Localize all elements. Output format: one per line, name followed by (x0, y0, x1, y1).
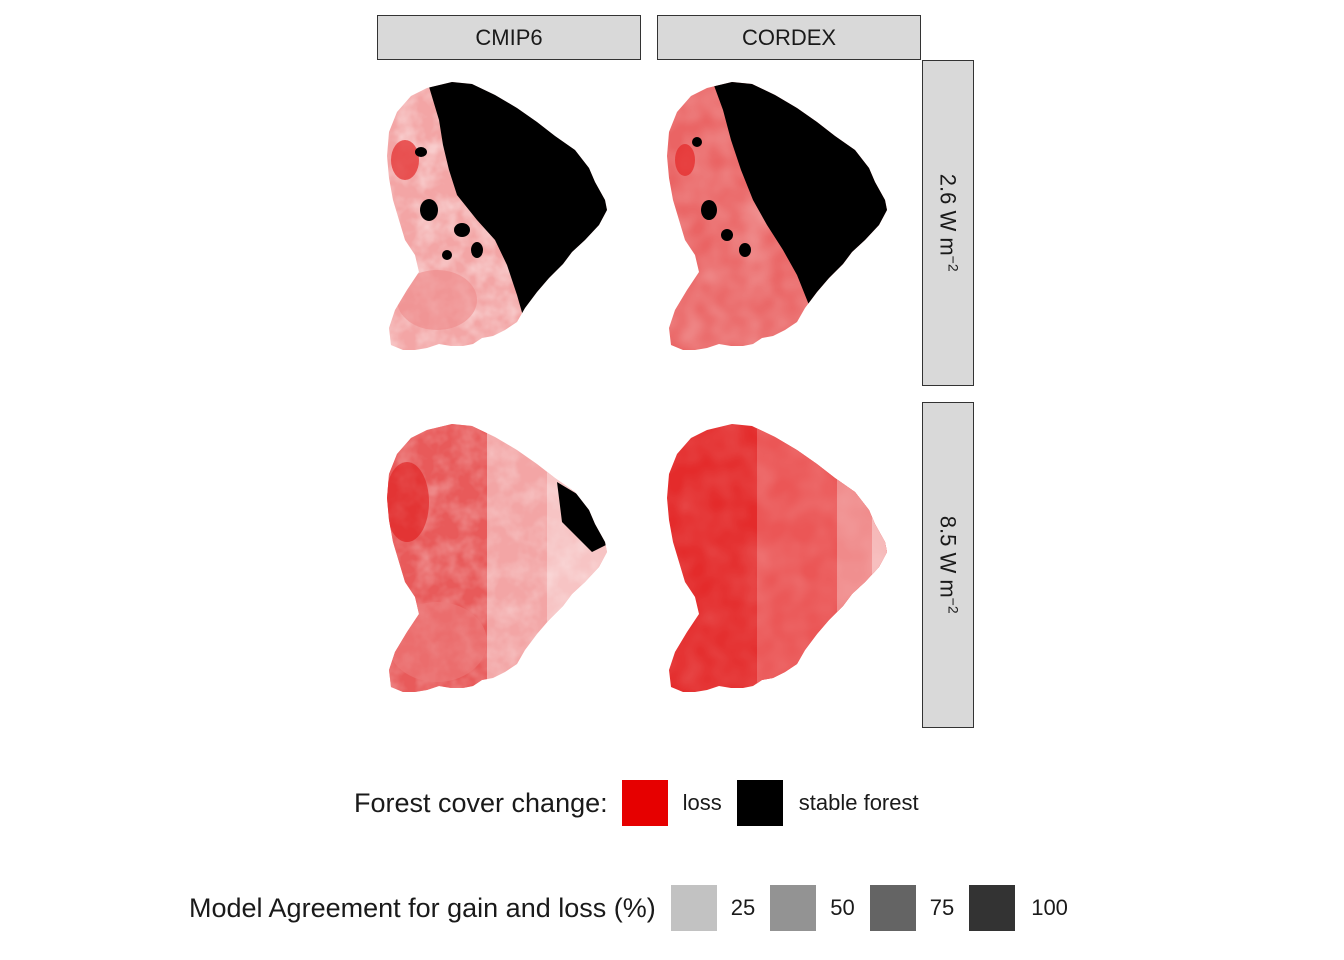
legend-agreement-title: Model Agreement for gain and loss (%) (189, 892, 656, 923)
map-cordex-2-6 (657, 60, 921, 386)
facet-strip-cordex: CORDEX (657, 15, 921, 60)
legend-swatch-100 (969, 885, 1016, 931)
facet-value-2-6: 2.6 (935, 174, 961, 205)
map-cordex-8-5 (657, 402, 921, 728)
legend-label-75: 75 (929, 895, 955, 920)
facet-label-cordex: CORDEX (741, 24, 837, 50)
map-cmip6-2-6 (377, 60, 641, 386)
legend-swatch-75 (869, 885, 916, 931)
legend-swatch-25 (670, 885, 717, 931)
facet-unit-8-5: W m (935, 552, 961, 598)
legend-label-50: 50 (830, 895, 855, 920)
legend-swatch-stable-forest (736, 780, 783, 826)
facet-exponent-8-5: −2 (945, 597, 962, 614)
legend-model-agreement: Model Agreement for gain and loss (%) 25… (189, 885, 1068, 931)
facet-label-cmip6: CMIP6 (475, 24, 543, 50)
legend-label-stable-forest: stable forest (798, 790, 919, 815)
facet-strip-8-5: 8.5 W m−2 (922, 402, 974, 728)
facet-label-2-6: 2.6 W m−2 (934, 174, 961, 272)
legend-forest-title: Forest cover change: (354, 787, 608, 818)
legend-label-100: 100 (1031, 895, 1068, 920)
facet-value-8-5: 8.5 (935, 516, 961, 547)
legend-label-loss: loss (682, 790, 722, 815)
legend-swatch-50 (770, 885, 817, 931)
map-cmip6-8-5 (377, 402, 641, 728)
facet-unit-2-6: W m (935, 210, 961, 256)
legend-swatch-loss (621, 780, 668, 826)
legend-label-25: 25 (730, 895, 756, 920)
facet-strip-cmip6: CMIP6 (377, 15, 641, 60)
facet-exponent-2-6: −2 (945, 255, 962, 272)
legend-forest-cover: Forest cover change: loss stable forest (354, 780, 919, 826)
facet-label-8-5: 8.5 W m−2 (934, 516, 961, 614)
facet-strip-2-6: 2.6 W m−2 (922, 60, 974, 386)
